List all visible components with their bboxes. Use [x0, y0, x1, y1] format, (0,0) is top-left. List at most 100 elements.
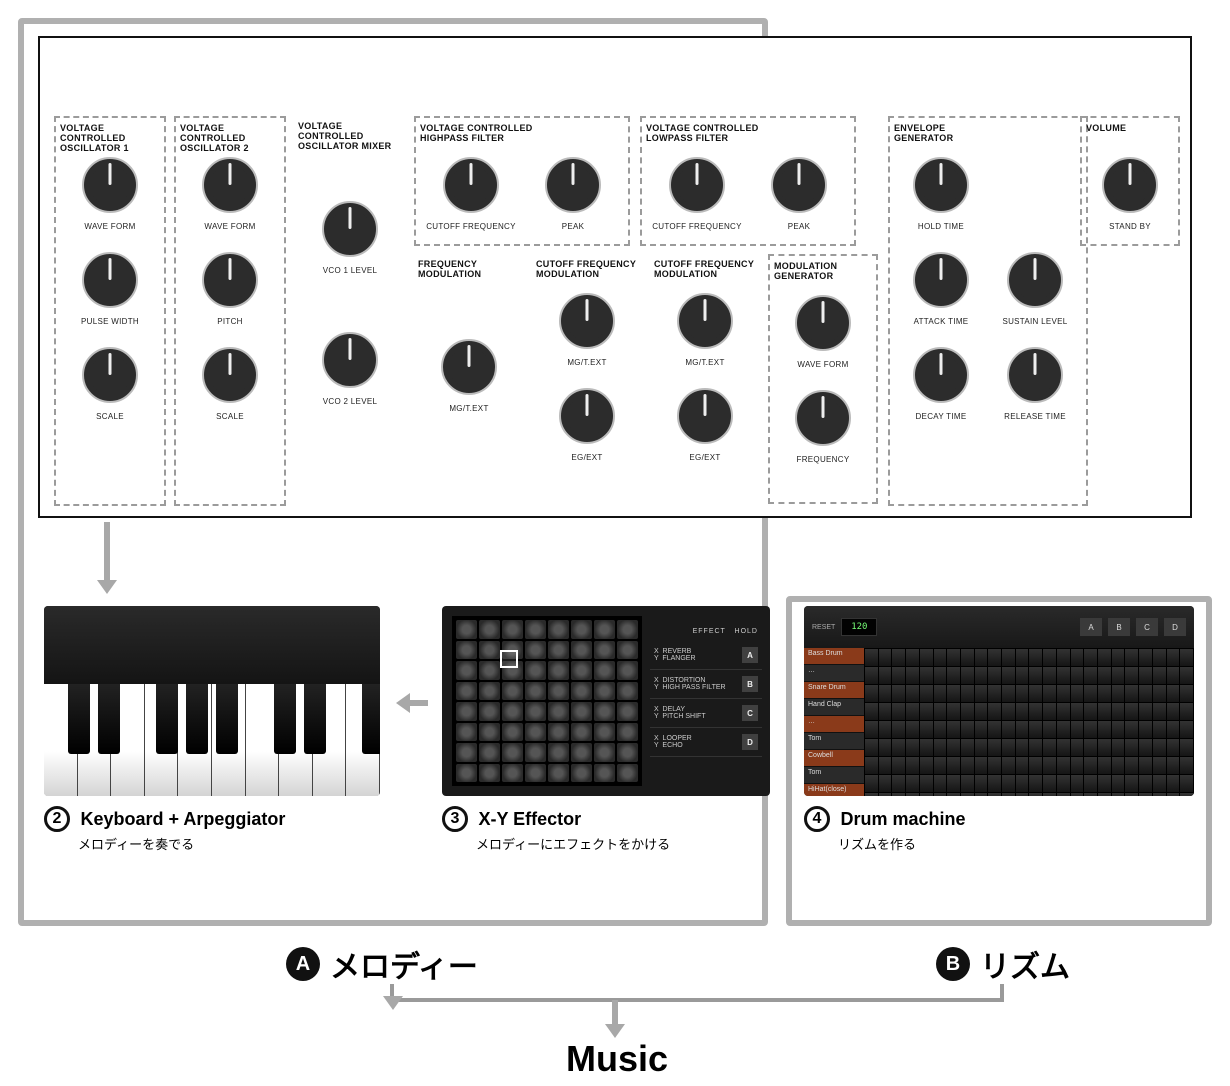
drum-cell[interactable] [975, 649, 988, 666]
knob-mg-t-ext[interactable]: MG/T.EXT [421, 332, 517, 413]
fx-badge[interactable]: A [742, 647, 758, 663]
xy-cell[interactable] [456, 620, 477, 639]
drum-cell[interactable] [879, 649, 892, 666]
drum-cell[interactable] [1029, 739, 1042, 756]
xy-cell[interactable] [571, 702, 592, 721]
xy-cell[interactable] [548, 743, 569, 762]
drum-cell[interactable] [1002, 685, 1015, 702]
xy-cell[interactable] [456, 682, 477, 701]
knob-dial[interactable] [545, 157, 601, 213]
knob-dial[interactable] [441, 339, 497, 395]
drum-cell[interactable] [1180, 649, 1193, 666]
xy-cell[interactable] [525, 620, 546, 639]
drum-cell[interactable] [975, 685, 988, 702]
drum-cell[interactable] [961, 667, 974, 684]
drum-cell[interactable] [934, 685, 947, 702]
drum-cell[interactable] [934, 721, 947, 738]
drum-cell[interactable] [892, 649, 905, 666]
drum-cell[interactable] [1125, 793, 1138, 796]
drum-cell[interactable] [1043, 775, 1056, 792]
knob-attack-time[interactable]: ATTACK TIME [896, 245, 986, 326]
drum-cell[interactable] [892, 667, 905, 684]
drum-cell[interactable] [906, 757, 919, 774]
drum-cell[interactable] [988, 685, 1001, 702]
drum-cell[interactable] [1084, 793, 1097, 796]
fx-badge[interactable]: B [742, 676, 758, 692]
drum-cell[interactable] [947, 649, 960, 666]
drum-cell[interactable] [865, 649, 878, 666]
knob-sustain-level[interactable]: SUSTAIN LEVEL [990, 245, 1080, 326]
xy-cell[interactable] [479, 743, 500, 762]
drum-cell[interactable] [1153, 649, 1166, 666]
drum-cell[interactable] [961, 703, 974, 720]
drum-cell[interactable] [1167, 793, 1180, 796]
xy-cursor[interactable] [500, 650, 518, 668]
drum-cell[interactable] [892, 793, 905, 796]
xy-cell[interactable] [617, 620, 638, 639]
xy-cell[interactable] [525, 764, 546, 783]
drum-cell[interactable] [988, 703, 1001, 720]
black-key[interactable] [362, 684, 380, 754]
drum-cell[interactable] [1029, 649, 1042, 666]
drum-cell[interactable] [1167, 721, 1180, 738]
drum-cell[interactable] [1029, 775, 1042, 792]
drum-cell[interactable] [1029, 721, 1042, 738]
drum-cell[interactable] [1125, 757, 1138, 774]
drum-cell[interactable] [1016, 667, 1029, 684]
xy-cell[interactable] [548, 620, 569, 639]
xy-cell[interactable] [456, 764, 477, 783]
xy-cell[interactable] [548, 641, 569, 660]
drum-cell[interactable] [1139, 775, 1152, 792]
knob-mg-t-ext[interactable]: MG/T.EXT [539, 286, 635, 367]
knob-dial[interactable] [559, 293, 615, 349]
knob-pitch[interactable]: PITCH [182, 245, 278, 326]
drum-cell[interactable] [947, 667, 960, 684]
drum-slot[interactable]: A [1080, 618, 1102, 636]
drum-cell[interactable] [1125, 703, 1138, 720]
drum-cell[interactable] [961, 721, 974, 738]
black-key[interactable] [216, 684, 238, 754]
drum-cell[interactable] [1112, 793, 1125, 796]
knob-dial[interactable] [559, 388, 615, 444]
drum-cell[interactable] [892, 775, 905, 792]
knob-dial[interactable] [913, 347, 969, 403]
fx-row[interactable]: X REVERBY FLANGERA [650, 641, 762, 670]
drum-cell[interactable] [920, 685, 933, 702]
drum-cell[interactable] [1002, 757, 1015, 774]
drum-cell[interactable] [975, 757, 988, 774]
drum-slot[interactable]: B [1108, 618, 1130, 636]
drum-cell[interactable] [1057, 703, 1070, 720]
xy-cell[interactable] [525, 641, 546, 660]
knob-dial[interactable] [677, 388, 733, 444]
xy-cell[interactable] [525, 702, 546, 721]
drum-cell[interactable] [879, 667, 892, 684]
drum-cell[interactable] [1098, 793, 1111, 796]
drum-cell[interactable] [865, 721, 878, 738]
xy-pad[interactable] [452, 616, 642, 786]
xy-cell[interactable] [594, 702, 615, 721]
drum-cell[interactable] [1057, 793, 1070, 796]
drum-cell[interactable] [988, 667, 1001, 684]
drum-cell[interactable] [1125, 739, 1138, 756]
knob-eg-ext[interactable]: EG/EXT [657, 381, 753, 462]
xy-cell[interactable] [617, 702, 638, 721]
knob-wave-form[interactable]: WAVE FORM [62, 150, 158, 231]
xy-cell[interactable] [456, 702, 477, 721]
xy-cell[interactable] [571, 743, 592, 762]
xy-cell[interactable] [502, 764, 523, 783]
drum-cell[interactable] [1180, 775, 1193, 792]
drum-cell[interactable] [1180, 721, 1193, 738]
drum-cell[interactable] [1071, 685, 1084, 702]
drum-cell[interactable] [1084, 775, 1097, 792]
drum-cell[interactable] [1098, 775, 1111, 792]
black-key[interactable] [68, 684, 90, 754]
drum-cell[interactable] [1180, 667, 1193, 684]
drum-cell[interactable] [865, 667, 878, 684]
drum-cell[interactable] [961, 793, 974, 796]
drum-cell[interactable] [879, 757, 892, 774]
xy-cell[interactable] [525, 743, 546, 762]
drum-cell[interactable] [920, 793, 933, 796]
drum-cell[interactable] [1016, 793, 1029, 796]
xy-cell[interactable] [548, 682, 569, 701]
drum-cell[interactable] [1139, 721, 1152, 738]
